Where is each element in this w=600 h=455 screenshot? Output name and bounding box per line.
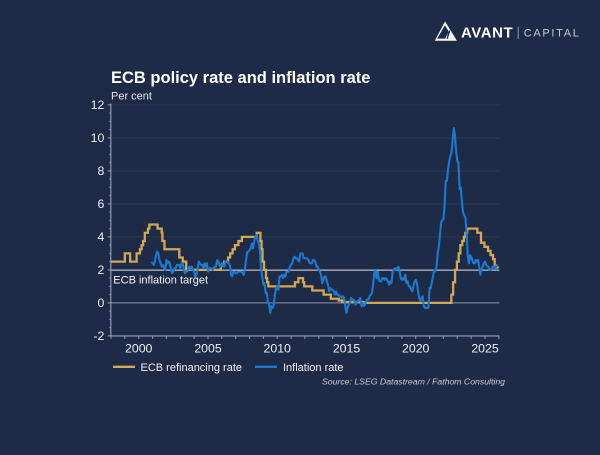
svg-text:Inflation rate: Inflation rate [283,362,344,374]
svg-text:2015: 2015 [333,341,361,355]
svg-text:2005: 2005 [194,341,222,355]
svg-text:10: 10 [91,131,105,145]
svg-text:2010: 2010 [264,341,292,355]
svg-text:AVANT: AVANT [461,24,513,41]
svg-text:Source: LSEG Datastream / Fath: Source: LSEG Datastream / Fathom Consult… [322,377,505,387]
svg-text:2000: 2000 [125,341,153,355]
svg-text:2020: 2020 [402,341,430,355]
svg-text:6: 6 [97,197,104,211]
svg-text:-2: -2 [93,329,104,343]
svg-text:4: 4 [97,230,104,244]
svg-text:12: 12 [91,98,105,112]
svg-text:2025: 2025 [471,341,499,355]
svg-text:0: 0 [97,296,104,310]
svg-text:CAPITAL: CAPITAL [524,28,581,40]
svg-text:ECB policy rate and inflation: ECB policy rate and inflation rate [111,69,370,87]
svg-text:Per cent: Per cent [111,91,152,103]
svg-text:ECB refinancing rate: ECB refinancing rate [141,362,243,374]
svg-text:8: 8 [97,164,104,178]
svg-text:2: 2 [97,263,104,277]
svg-text:ECB inflation target: ECB inflation target [113,274,208,286]
